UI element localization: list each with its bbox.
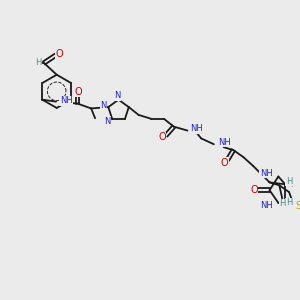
Text: H: H [35, 58, 41, 67]
Text: O: O [158, 132, 166, 142]
Text: N: N [100, 100, 106, 109]
Text: O: O [56, 49, 63, 59]
Text: N: N [104, 117, 110, 126]
Text: NH: NH [60, 96, 73, 105]
Text: O: O [75, 87, 82, 97]
Text: H: H [286, 177, 292, 186]
Text: S: S [296, 201, 300, 211]
Text: NH: NH [218, 138, 230, 147]
Text: NH: NH [260, 169, 272, 178]
Text: NH: NH [260, 201, 272, 210]
Text: O: O [250, 185, 258, 195]
Text: O: O [221, 158, 228, 168]
Text: H: H [286, 198, 292, 207]
Text: NH: NH [190, 124, 203, 133]
Text: N: N [114, 91, 121, 100]
Text: H: H [279, 200, 285, 208]
